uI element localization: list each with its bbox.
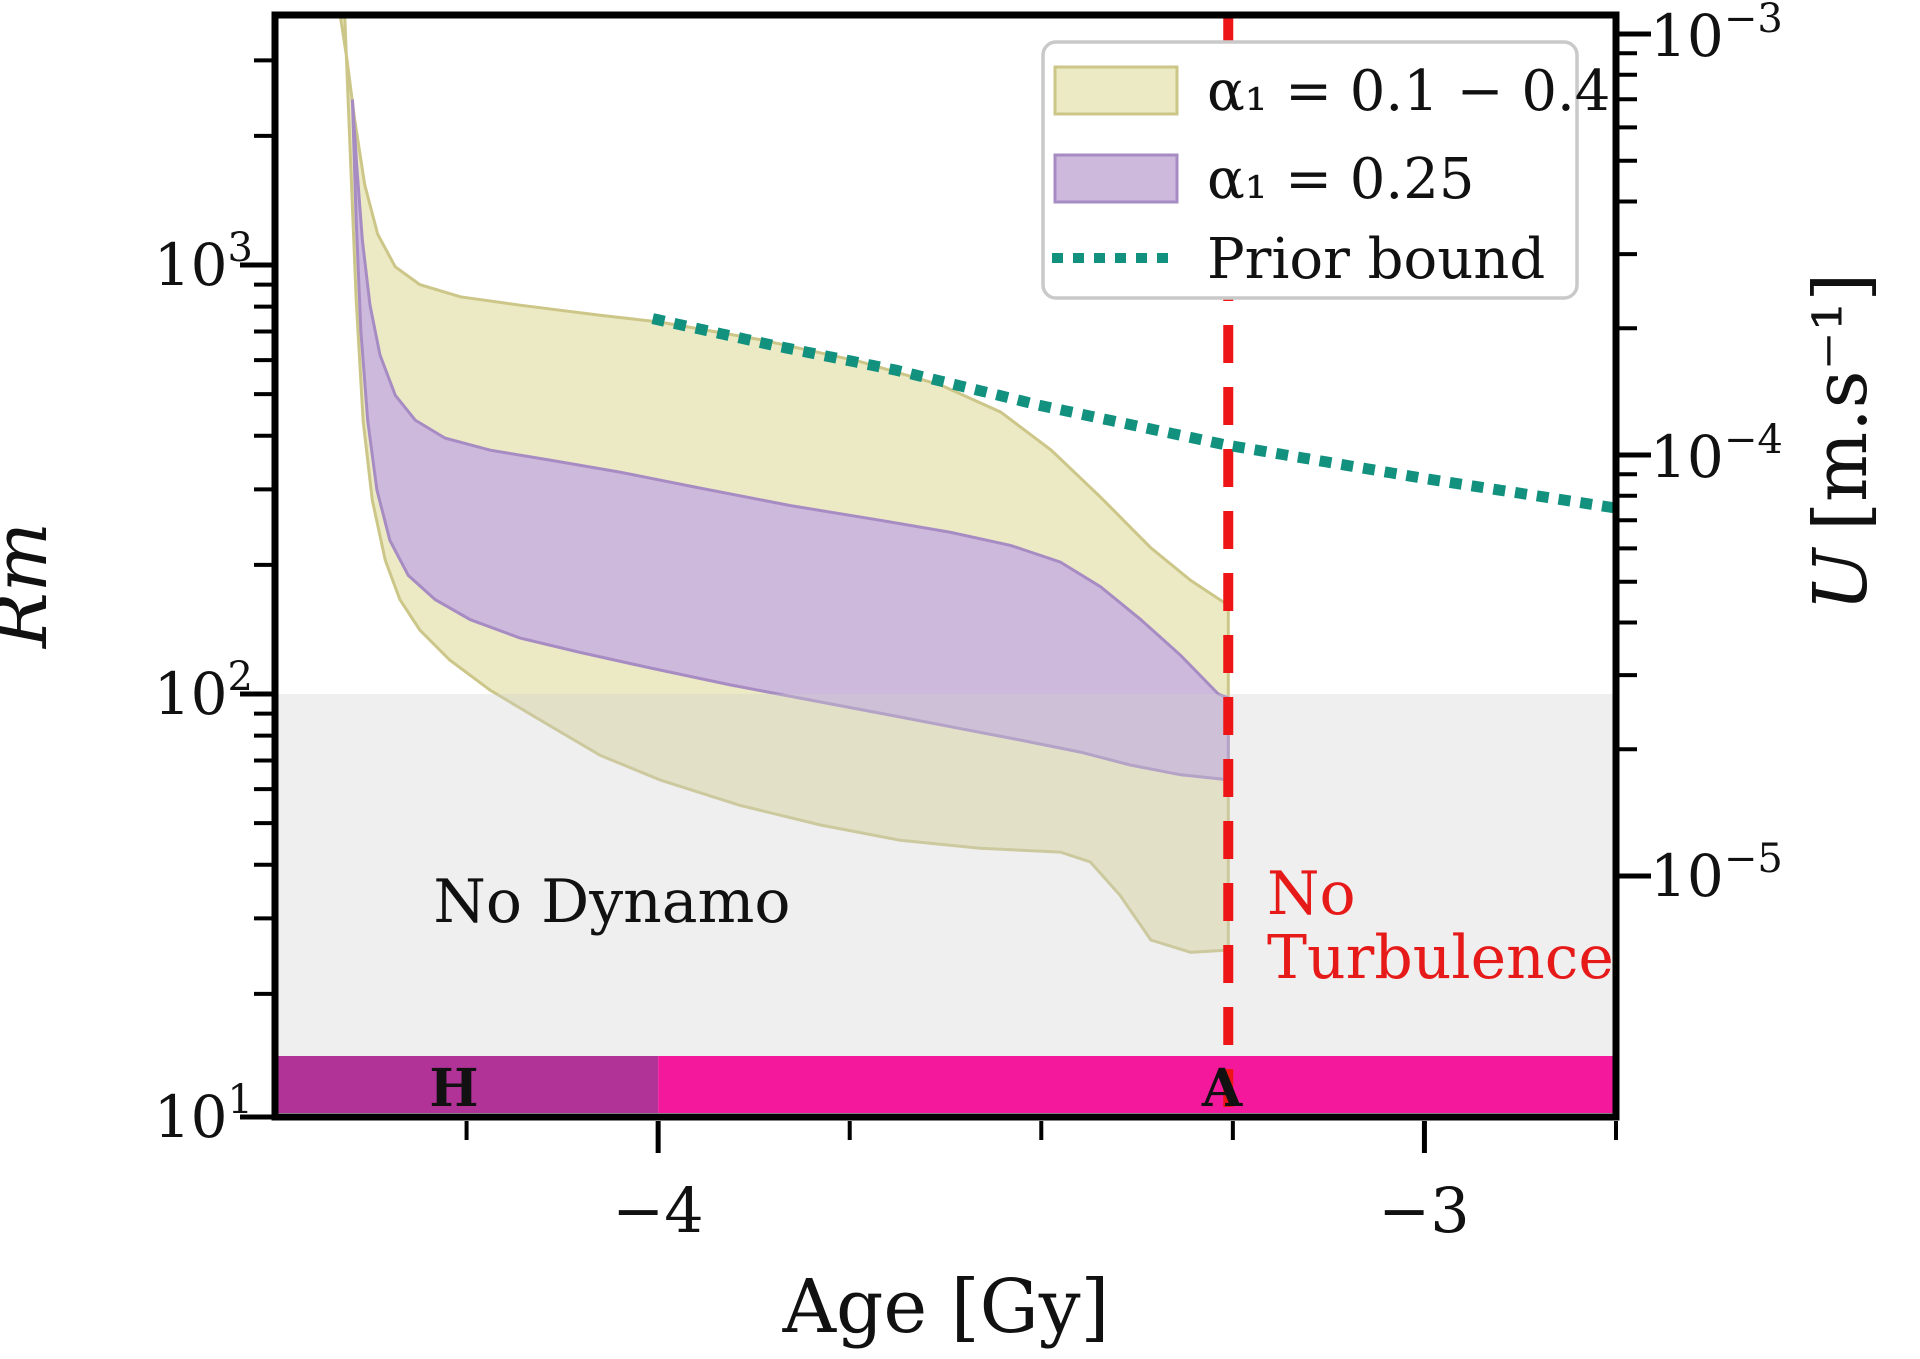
legend-label-prior-bound: Prior bound bbox=[1207, 227, 1545, 292]
eon-bar-archean bbox=[658, 1056, 1616, 1113]
axis-ticks bbox=[240, 31, 1651, 1153]
y-left-tick-1000: 103 bbox=[154, 225, 253, 299]
legend-label-alpha-025: α₁ = 0.25 bbox=[1207, 147, 1474, 212]
y-right-tick-1e-5: 10−5 bbox=[1650, 836, 1783, 910]
no-dynamo-label: No Dynamo bbox=[433, 867, 790, 937]
legend: α₁ = 0.1 − 0.4 α₁ = 0.25 Prior bound bbox=[1041, 40, 1610, 300]
no-turbulence-label-line1: No bbox=[1267, 859, 1356, 929]
y-right-tick-1e-4: 10−4 bbox=[1650, 417, 1783, 491]
eon-bar-hadean bbox=[275, 1056, 659, 1113]
x-tick-minus4: −4 bbox=[612, 1174, 703, 1247]
y-right-axis-label: U[m.s⁻¹] bbox=[1798, 273, 1884, 612]
x-axis-label: Age [Gy] bbox=[782, 1264, 1110, 1350]
prior-bound-line bbox=[651, 313, 1615, 514]
eon-label-archean: A bbox=[1201, 1058, 1243, 1119]
y-left-tick-100: 102 bbox=[154, 654, 253, 728]
y-left-axis-label: Rm bbox=[0, 522, 64, 650]
no-dynamo-region bbox=[275, 694, 1616, 1056]
y-right-tick-1e-3: 10−3 bbox=[1650, 0, 1783, 70]
x-tick-minus3: −3 bbox=[1378, 1174, 1469, 1247]
axes-frame bbox=[271, 11, 1620, 1121]
eon-label-hadean: H bbox=[429, 1058, 478, 1119]
no-turbulence-label-line2: Turbulence bbox=[1267, 923, 1614, 993]
legend-patch-alpha-025 bbox=[1053, 153, 1179, 204]
legend-patch-alpha-range bbox=[1053, 65, 1179, 116]
legend-label-alpha-range: α₁ = 0.1 − 0.4 bbox=[1207, 59, 1610, 124]
y-left-tick-10: 101 bbox=[154, 1077, 253, 1151]
